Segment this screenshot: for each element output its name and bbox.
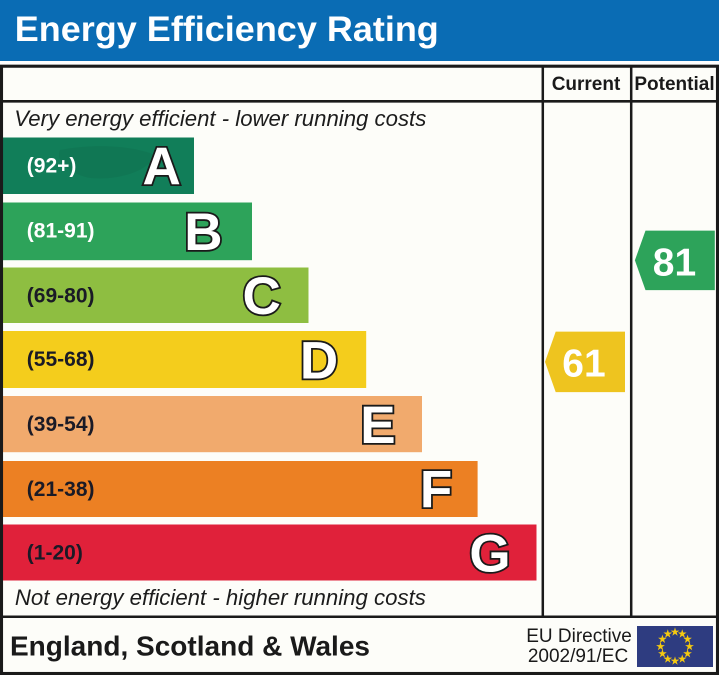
svg-text:2002/91/EC: 2002/91/EC <box>528 646 628 667</box>
svg-text:B: B <box>184 203 222 262</box>
svg-text:61: 61 <box>562 343 605 386</box>
svg-text:EU Directive: EU Directive <box>526 626 632 647</box>
svg-text:(21-38): (21-38) <box>27 478 95 501</box>
svg-text:81: 81 <box>653 242 696 285</box>
svg-text:D: D <box>300 332 338 391</box>
svg-text:(55-68): (55-68) <box>27 348 95 371</box>
svg-text:Very energy efficient - lower: Very energy efficient - lower running co… <box>14 106 426 131</box>
svg-text:(81-91): (81-91) <box>27 220 95 243</box>
svg-text:Current: Current <box>552 74 621 95</box>
svg-text:C: C <box>243 267 281 326</box>
svg-text:A: A <box>143 138 181 197</box>
svg-text:G: G <box>469 525 510 584</box>
svg-text:Energy Efficiency Rating: Energy Efficiency Rating <box>15 10 439 49</box>
svg-text:F: F <box>420 461 452 520</box>
svg-text:E: E <box>360 396 395 455</box>
svg-text:England, Scotland & Wales: England, Scotland & Wales <box>10 631 370 662</box>
svg-text:(1-20): (1-20) <box>27 542 83 565</box>
svg-text:(92+): (92+) <box>27 155 77 178</box>
svg-text:(69-80): (69-80) <box>27 285 95 308</box>
svg-text:Potential: Potential <box>634 74 714 95</box>
svg-text:(39-54): (39-54) <box>27 413 95 436</box>
svg-text:Not energy efficient - higher: Not energy efficient - higher running co… <box>15 585 426 610</box>
